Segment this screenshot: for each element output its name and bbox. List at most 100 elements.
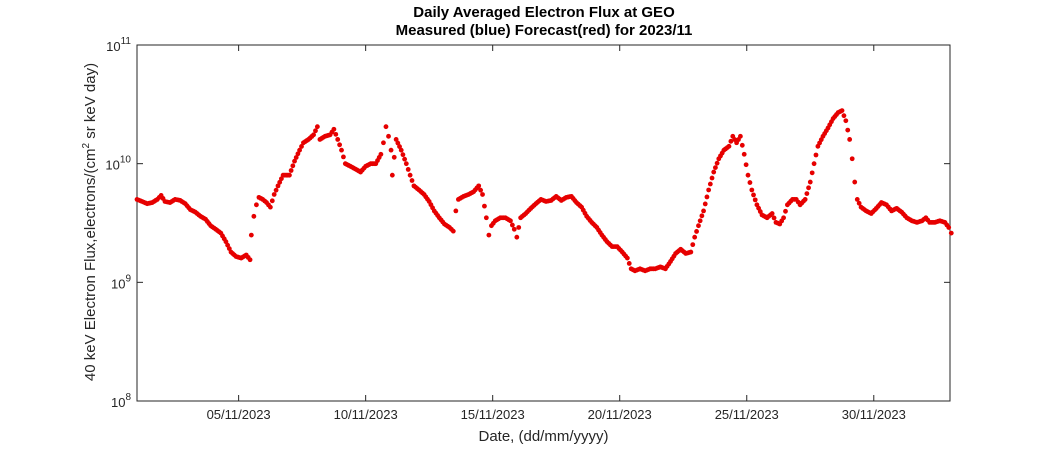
data-point xyxy=(624,255,630,261)
data-point xyxy=(273,187,279,193)
data-point xyxy=(738,133,743,139)
data-point xyxy=(509,222,515,228)
data-point xyxy=(948,230,954,236)
data-point xyxy=(482,203,487,209)
data-point xyxy=(706,187,712,193)
data-point xyxy=(783,208,788,214)
data-point xyxy=(269,198,275,204)
data-point xyxy=(707,181,713,187)
data-point xyxy=(511,226,517,232)
data-point xyxy=(845,127,851,133)
data-point xyxy=(288,168,294,173)
chart-subtitle: Measured (blue) Forecast(red) for 2023/1… xyxy=(395,22,693,39)
data-point xyxy=(275,183,281,189)
data-point xyxy=(251,213,257,219)
data-point xyxy=(271,192,277,197)
data-point xyxy=(486,232,492,238)
data-point xyxy=(407,172,413,178)
data-point xyxy=(813,152,819,158)
data-point xyxy=(626,261,632,266)
data-point xyxy=(745,172,751,178)
data-point xyxy=(704,194,710,200)
data-point xyxy=(267,204,273,210)
data-point xyxy=(811,161,817,167)
data-point xyxy=(341,154,346,160)
y-tick-label: 1011 xyxy=(106,36,131,54)
data-point xyxy=(403,161,409,167)
data-point xyxy=(254,202,259,208)
data-point xyxy=(295,151,301,157)
data-point xyxy=(397,144,402,149)
data-point xyxy=(247,257,253,263)
data-point xyxy=(297,147,302,153)
data-point xyxy=(849,156,855,162)
data-point xyxy=(841,113,847,119)
data-point xyxy=(290,163,296,169)
data-point xyxy=(752,197,758,203)
data-point xyxy=(287,172,292,178)
data-point xyxy=(697,218,703,224)
data-point xyxy=(852,179,858,185)
data-point xyxy=(699,213,705,219)
data-point xyxy=(386,133,391,139)
x-tick-label: 05/11/2023 xyxy=(207,407,271,422)
data-point xyxy=(339,147,344,153)
data-point xyxy=(843,118,849,124)
data-point xyxy=(804,191,810,197)
data-point xyxy=(751,192,756,198)
data-point xyxy=(383,124,389,130)
data-point xyxy=(711,169,717,175)
data-point xyxy=(476,183,482,189)
data-point xyxy=(311,132,316,138)
x-tick-label: 30/11/2023 xyxy=(842,407,906,422)
data-points xyxy=(134,108,954,274)
x-tick-labels: 05/11/2023 10/11/2023 15/11/2023 20/11/2023… xyxy=(207,407,906,422)
data-point xyxy=(771,215,777,221)
y-tick-labels: 108 109 1010 1011 xyxy=(105,36,131,410)
data-point xyxy=(728,138,734,144)
data-point xyxy=(726,143,732,149)
data-point xyxy=(483,215,489,221)
data-point xyxy=(809,170,815,176)
data-point xyxy=(854,196,860,202)
data-point xyxy=(714,160,720,166)
data-point xyxy=(292,158,297,164)
data-point xyxy=(702,201,708,207)
y-tick-label: 108 xyxy=(111,392,131,410)
data-point xyxy=(248,232,254,238)
x-tick-label: 25/11/2023 xyxy=(715,407,779,422)
data-point xyxy=(381,140,386,146)
axis-ticks xyxy=(137,44,950,402)
data-point xyxy=(453,208,459,214)
data-point xyxy=(388,147,394,153)
x-tick-label: 15/11/2023 xyxy=(461,407,525,422)
data-point xyxy=(692,234,698,240)
data-point xyxy=(400,152,406,158)
x-tick-label: 10/11/2023 xyxy=(334,407,398,422)
data-point xyxy=(747,180,753,185)
data-point xyxy=(450,228,456,234)
data-point xyxy=(389,172,395,178)
data-point xyxy=(769,211,775,216)
data-point xyxy=(696,223,701,229)
data-point xyxy=(946,225,952,230)
data-point xyxy=(378,151,384,157)
data-point xyxy=(331,126,337,132)
data-point xyxy=(277,179,283,185)
data-point xyxy=(393,137,399,142)
data-point xyxy=(314,124,320,130)
data-point xyxy=(402,156,408,162)
data-point xyxy=(391,154,397,160)
data-point xyxy=(337,142,343,148)
data-point xyxy=(333,131,339,137)
data-point xyxy=(335,137,341,142)
data-point xyxy=(293,155,299,160)
data-point xyxy=(405,167,411,172)
data-point xyxy=(806,185,811,191)
data-point xyxy=(781,215,786,221)
data-point xyxy=(802,196,808,202)
data-point xyxy=(514,234,520,240)
data-point xyxy=(478,187,484,193)
data-point xyxy=(807,179,813,185)
data-point xyxy=(480,192,485,197)
